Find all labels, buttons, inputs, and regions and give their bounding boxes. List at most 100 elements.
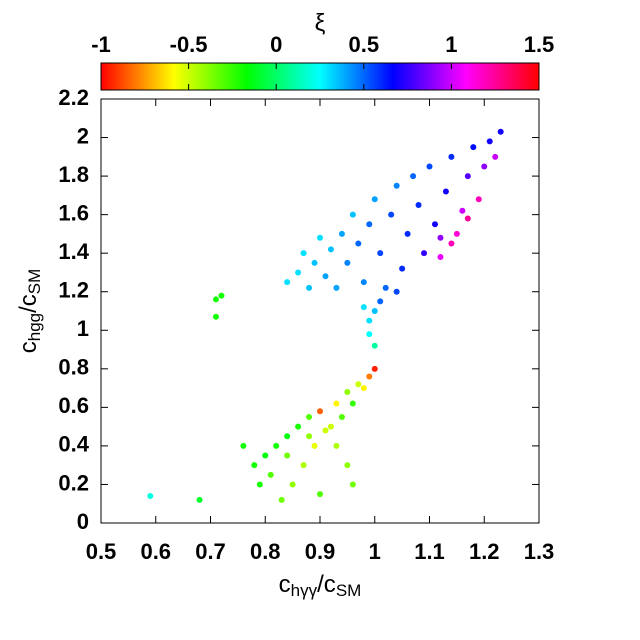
point <box>295 423 302 430</box>
point <box>333 400 340 407</box>
point <box>300 250 307 257</box>
point <box>453 230 460 237</box>
point <box>284 433 291 440</box>
point <box>371 365 378 372</box>
point <box>382 284 389 291</box>
colorbar-tick-label: 1.5 <box>524 32 555 57</box>
point <box>393 288 400 295</box>
x-tick-label: 0.9 <box>305 539 336 564</box>
x-tick-label: 0.8 <box>250 539 281 564</box>
colorbar-tick-label: 0 <box>270 32 282 57</box>
point <box>377 250 384 257</box>
label-part: hγγ <box>291 581 318 600</box>
point <box>317 491 323 498</box>
y-tick-label: 1.6 <box>58 200 89 225</box>
point <box>349 481 356 488</box>
point <box>306 414 313 420</box>
point <box>333 284 340 291</box>
x-tick-label: 0.7 <box>195 539 226 564</box>
point <box>295 269 302 276</box>
point <box>366 221 373 228</box>
point <box>431 221 438 228</box>
point <box>459 207 466 214</box>
x-tick-label: 0.5 <box>86 539 117 564</box>
point <box>360 385 367 392</box>
point <box>355 240 362 247</box>
colorbar-tick-label: -0.5 <box>170 32 208 57</box>
point <box>366 331 373 338</box>
y-tick-label: 1.2 <box>58 278 89 303</box>
colorbar-tick-label: 0.5 <box>349 32 380 57</box>
point <box>327 246 334 253</box>
point <box>366 317 373 324</box>
point <box>464 173 471 180</box>
y-tick-label: 0.8 <box>58 355 89 380</box>
x-tick-label: 1.2 <box>469 539 500 564</box>
point <box>371 196 378 203</box>
point <box>278 496 285 503</box>
point <box>306 284 313 291</box>
point <box>284 279 291 286</box>
point <box>371 308 378 314</box>
point <box>212 296 219 303</box>
point <box>256 481 263 488</box>
y-tick-label: 1 <box>77 316 89 341</box>
x-tick-label: 1.3 <box>524 539 555 564</box>
point <box>344 388 351 395</box>
point <box>300 462 307 469</box>
label-part: c <box>279 571 291 598</box>
point <box>306 433 313 440</box>
y-axis-label: chgg/cSM <box>15 269 44 354</box>
point <box>218 292 225 299</box>
point <box>284 452 291 459</box>
point <box>212 313 219 320</box>
point <box>349 211 356 218</box>
point <box>147 493 154 500</box>
label-part: SM <box>25 269 44 295</box>
x-tick-label: 1 <box>369 539 381 564</box>
point <box>344 462 351 469</box>
point <box>196 496 203 503</box>
point <box>426 163 433 170</box>
colorbar-tick-label: 1 <box>445 32 457 57</box>
point <box>492 153 499 160</box>
point <box>333 442 340 449</box>
y-tick-label: 2 <box>77 123 89 148</box>
y-tick-label: 2.2 <box>58 85 89 110</box>
y-tick-label: 0.6 <box>58 393 89 418</box>
x-tick-label: 1.1 <box>414 539 445 564</box>
point <box>486 138 493 145</box>
point <box>415 202 422 208</box>
point <box>289 481 296 488</box>
point <box>240 442 247 449</box>
label-part: hgg <box>25 313 44 341</box>
point <box>344 259 351 266</box>
point <box>366 373 373 380</box>
colorbar-label: ξ <box>315 9 326 36</box>
label-part: /c <box>15 294 42 313</box>
y-tick-label: 0.4 <box>58 432 89 457</box>
point <box>437 234 444 241</box>
point <box>267 471 274 478</box>
y-tick-label: 0 <box>77 509 89 534</box>
point <box>497 128 504 135</box>
point <box>322 273 329 280</box>
point <box>360 304 367 311</box>
point <box>355 381 362 388</box>
point <box>311 442 318 449</box>
point <box>311 259 318 266</box>
point <box>448 240 455 247</box>
x-axis-label: chγγ/cSM <box>279 571 362 600</box>
point <box>262 452 269 459</box>
point <box>273 442 280 449</box>
point <box>349 400 356 407</box>
point <box>371 342 378 349</box>
point <box>410 173 417 180</box>
point <box>317 234 323 241</box>
plot-frame <box>100 98 540 524</box>
point <box>317 408 323 415</box>
y-tick-label: 1.4 <box>58 239 89 264</box>
point <box>470 144 477 151</box>
y-tick-label: 1.8 <box>58 162 89 187</box>
point <box>377 298 384 305</box>
